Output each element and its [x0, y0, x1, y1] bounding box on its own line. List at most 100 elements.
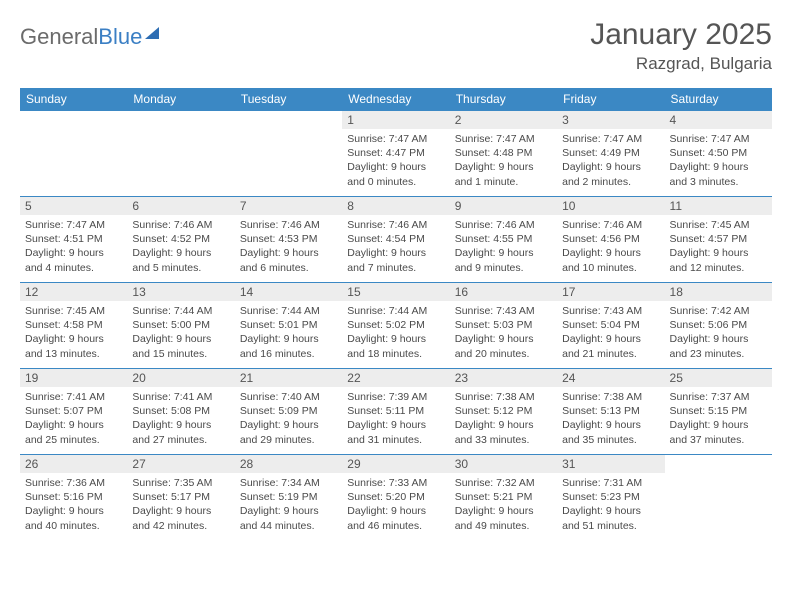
day-details: Sunrise: 7:46 AMSunset: 4:53 PMDaylight:… — [235, 215, 342, 279]
day-details: Sunrise: 7:46 AMSunset: 4:54 PMDaylight:… — [342, 215, 449, 279]
day-number: 1 — [342, 111, 449, 129]
day-number: 25 — [665, 369, 772, 387]
calendar-day-cell: 29Sunrise: 7:33 AMSunset: 5:20 PMDayligh… — [342, 455, 449, 541]
day-number: 31 — [557, 455, 664, 473]
day-details: Sunrise: 7:46 AMSunset: 4:52 PMDaylight:… — [127, 215, 234, 279]
day-header: Tuesday — [235, 88, 342, 111]
day-details: Sunrise: 7:37 AMSunset: 5:15 PMDaylight:… — [665, 387, 772, 451]
day-number: 21 — [235, 369, 342, 387]
day-number: 28 — [235, 455, 342, 473]
calendar-day-cell: 5Sunrise: 7:47 AMSunset: 4:51 PMDaylight… — [20, 197, 127, 283]
day-details: Sunrise: 7:40 AMSunset: 5:09 PMDaylight:… — [235, 387, 342, 451]
day-header: Wednesday — [342, 88, 449, 111]
day-number: 15 — [342, 283, 449, 301]
calendar-week-row: 5Sunrise: 7:47 AMSunset: 4:51 PMDaylight… — [20, 197, 772, 283]
day-number: 19 — [20, 369, 127, 387]
day-header: Monday — [127, 88, 234, 111]
calendar-day-cell: 8Sunrise: 7:46 AMSunset: 4:54 PMDaylight… — [342, 197, 449, 283]
day-number: 5 — [20, 197, 127, 215]
calendar-day-cell: 22Sunrise: 7:39 AMSunset: 5:11 PMDayligh… — [342, 369, 449, 455]
day-details: Sunrise: 7:41 AMSunset: 5:07 PMDaylight:… — [20, 387, 127, 451]
calendar-day-cell: 6Sunrise: 7:46 AMSunset: 4:52 PMDaylight… — [127, 197, 234, 283]
day-details: Sunrise: 7:44 AMSunset: 5:02 PMDaylight:… — [342, 301, 449, 365]
day-number: 23 — [450, 369, 557, 387]
day-details: Sunrise: 7:42 AMSunset: 5:06 PMDaylight:… — [665, 301, 772, 365]
logo-triangle-icon — [145, 27, 159, 39]
calendar-day-cell: 3Sunrise: 7:47 AMSunset: 4:49 PMDaylight… — [557, 111, 664, 197]
calendar-day-cell: 18Sunrise: 7:42 AMSunset: 5:06 PMDayligh… — [665, 283, 772, 369]
day-number: 26 — [20, 455, 127, 473]
day-details: Sunrise: 7:41 AMSunset: 5:08 PMDaylight:… — [127, 387, 234, 451]
day-number: 14 — [235, 283, 342, 301]
day-number: 8 — [342, 197, 449, 215]
day-details: Sunrise: 7:31 AMSunset: 5:23 PMDaylight:… — [557, 473, 664, 537]
calendar-day-cell: 1Sunrise: 7:47 AMSunset: 4:47 PMDaylight… — [342, 111, 449, 197]
calendar-day-cell: 23Sunrise: 7:38 AMSunset: 5:12 PMDayligh… — [450, 369, 557, 455]
calendar-day-cell: 19Sunrise: 7:41 AMSunset: 5:07 PMDayligh… — [20, 369, 127, 455]
day-details: Sunrise: 7:47 AMSunset: 4:48 PMDaylight:… — [450, 129, 557, 193]
day-header: Sunday — [20, 88, 127, 111]
calendar-day-cell: 30Sunrise: 7:32 AMSunset: 5:21 PMDayligh… — [450, 455, 557, 541]
day-details: Sunrise: 7:47 AMSunset: 4:49 PMDaylight:… — [557, 129, 664, 193]
day-number: 27 — [127, 455, 234, 473]
logo-word2: Blue — [98, 24, 142, 49]
day-details: Sunrise: 7:45 AMSunset: 4:57 PMDaylight:… — [665, 215, 772, 279]
calendar-day-cell: 13Sunrise: 7:44 AMSunset: 5:00 PMDayligh… — [127, 283, 234, 369]
day-number: 13 — [127, 283, 234, 301]
day-number: 17 — [557, 283, 664, 301]
day-number: 22 — [342, 369, 449, 387]
calendar-table: SundayMondayTuesdayWednesdayThursdayFrid… — [20, 88, 772, 541]
day-details: Sunrise: 7:47 AMSunset: 4:51 PMDaylight:… — [20, 215, 127, 279]
day-number: 7 — [235, 197, 342, 215]
location: Razgrad, Bulgaria — [590, 54, 772, 74]
calendar-day-cell: 11Sunrise: 7:45 AMSunset: 4:57 PMDayligh… — [665, 197, 772, 283]
day-details: Sunrise: 7:46 AMSunset: 4:56 PMDaylight:… — [557, 215, 664, 279]
calendar-day-cell: 10Sunrise: 7:46 AMSunset: 4:56 PMDayligh… — [557, 197, 664, 283]
calendar-day-cell: 12Sunrise: 7:45 AMSunset: 4:58 PMDayligh… — [20, 283, 127, 369]
day-details: Sunrise: 7:38 AMSunset: 5:13 PMDaylight:… — [557, 387, 664, 451]
calendar-day-cell: 21Sunrise: 7:40 AMSunset: 5:09 PMDayligh… — [235, 369, 342, 455]
day-details: Sunrise: 7:44 AMSunset: 5:00 PMDaylight:… — [127, 301, 234, 365]
day-number: 12 — [20, 283, 127, 301]
day-details: Sunrise: 7:34 AMSunset: 5:19 PMDaylight:… — [235, 473, 342, 537]
calendar-day-cell — [235, 111, 342, 197]
day-number: 11 — [665, 197, 772, 215]
calendar-week-row: 12Sunrise: 7:45 AMSunset: 4:58 PMDayligh… — [20, 283, 772, 369]
day-number: 30 — [450, 455, 557, 473]
calendar-day-cell: 9Sunrise: 7:46 AMSunset: 4:55 PMDaylight… — [450, 197, 557, 283]
day-number: 18 — [665, 283, 772, 301]
logo: GeneralBlue — [20, 18, 159, 50]
day-number: 29 — [342, 455, 449, 473]
calendar-day-cell — [127, 111, 234, 197]
calendar-day-cell: 2Sunrise: 7:47 AMSunset: 4:48 PMDaylight… — [450, 111, 557, 197]
day-number: 10 — [557, 197, 664, 215]
day-number: 24 — [557, 369, 664, 387]
calendar-day-cell: 26Sunrise: 7:36 AMSunset: 5:16 PMDayligh… — [20, 455, 127, 541]
header: GeneralBlue January 2025 Razgrad, Bulgar… — [20, 18, 772, 74]
calendar-day-cell: 20Sunrise: 7:41 AMSunset: 5:08 PMDayligh… — [127, 369, 234, 455]
day-number: 4 — [665, 111, 772, 129]
day-number: 6 — [127, 197, 234, 215]
day-number: 2 — [450, 111, 557, 129]
day-header: Friday — [557, 88, 664, 111]
day-details: Sunrise: 7:32 AMSunset: 5:21 PMDaylight:… — [450, 473, 557, 537]
day-details: Sunrise: 7:43 AMSunset: 5:04 PMDaylight:… — [557, 301, 664, 365]
day-details: Sunrise: 7:47 AMSunset: 4:47 PMDaylight:… — [342, 129, 449, 193]
calendar-day-cell: 27Sunrise: 7:35 AMSunset: 5:17 PMDayligh… — [127, 455, 234, 541]
day-number: 9 — [450, 197, 557, 215]
title-block: January 2025 Razgrad, Bulgaria — [590, 18, 772, 74]
calendar-day-cell: 25Sunrise: 7:37 AMSunset: 5:15 PMDayligh… — [665, 369, 772, 455]
day-details: Sunrise: 7:46 AMSunset: 4:55 PMDaylight:… — [450, 215, 557, 279]
day-number: 3 — [557, 111, 664, 129]
day-details: Sunrise: 7:38 AMSunset: 5:12 PMDaylight:… — [450, 387, 557, 451]
calendar-week-row: 26Sunrise: 7:36 AMSunset: 5:16 PMDayligh… — [20, 455, 772, 541]
calendar-week-row: 1Sunrise: 7:47 AMSunset: 4:47 PMDaylight… — [20, 111, 772, 197]
day-header: Thursday — [450, 88, 557, 111]
calendar-day-cell: 28Sunrise: 7:34 AMSunset: 5:19 PMDayligh… — [235, 455, 342, 541]
calendar-day-cell: 17Sunrise: 7:43 AMSunset: 5:04 PMDayligh… — [557, 283, 664, 369]
day-details: Sunrise: 7:44 AMSunset: 5:01 PMDaylight:… — [235, 301, 342, 365]
calendar-day-cell — [665, 455, 772, 541]
calendar-day-cell: 4Sunrise: 7:47 AMSunset: 4:50 PMDaylight… — [665, 111, 772, 197]
day-details: Sunrise: 7:47 AMSunset: 4:50 PMDaylight:… — [665, 129, 772, 193]
calendar-day-cell: 31Sunrise: 7:31 AMSunset: 5:23 PMDayligh… — [557, 455, 664, 541]
